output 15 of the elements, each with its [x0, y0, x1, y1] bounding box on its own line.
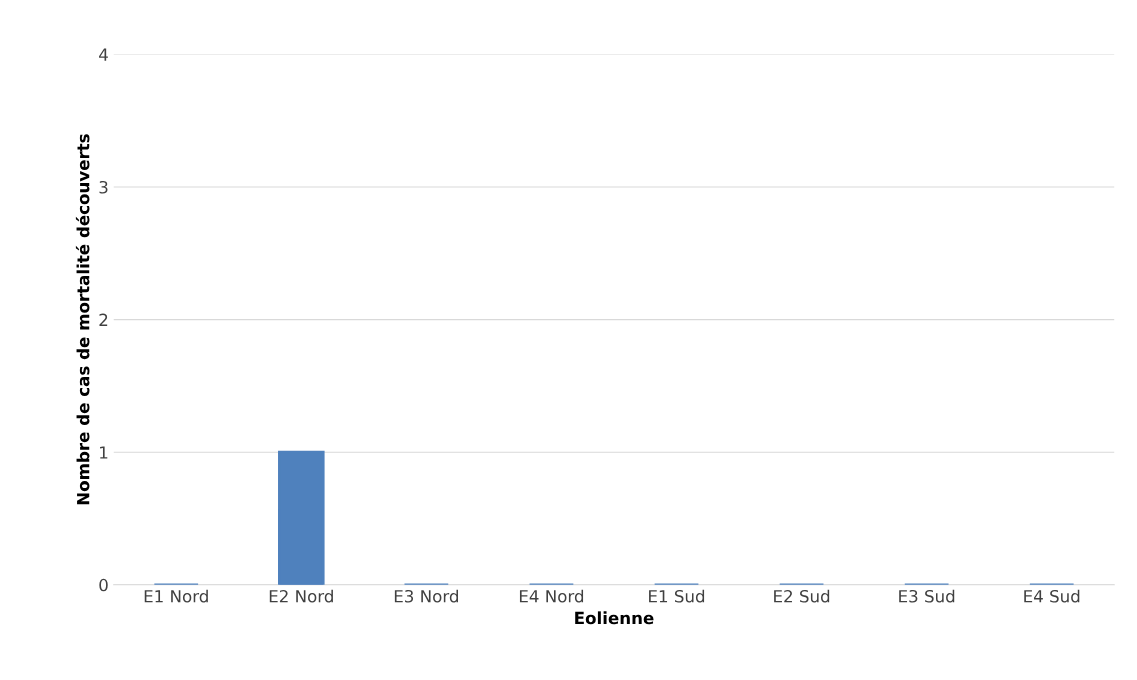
y-tick-label: 4 — [99, 48, 108, 61]
x-tick-label: E3 Sud — [899, 589, 955, 603]
x-tick-label: E4 Sud — [1024, 589, 1080, 603]
x-tick-label: E1 Nord — [144, 589, 208, 603]
y-tick-label: 2 — [99, 313, 108, 326]
x-tick-label: E4 Nord — [519, 589, 584, 603]
y-tick-label: 3 — [99, 180, 108, 194]
x-tick-label: E2 Sud — [774, 589, 830, 603]
y-tick-label: 1 — [100, 446, 108, 459]
x-tick-label: E1 Sud — [649, 589, 705, 603]
x-axis-title: Eolienne — [575, 611, 654, 625]
x-tick-label: E3 Nord — [394, 589, 458, 603]
y-axis-title: Nombre de cas de mortalité découverts — [75, 134, 90, 505]
y-tick-label: 0 — [99, 578, 108, 592]
x-tick-label: E2 Nord — [269, 589, 333, 603]
